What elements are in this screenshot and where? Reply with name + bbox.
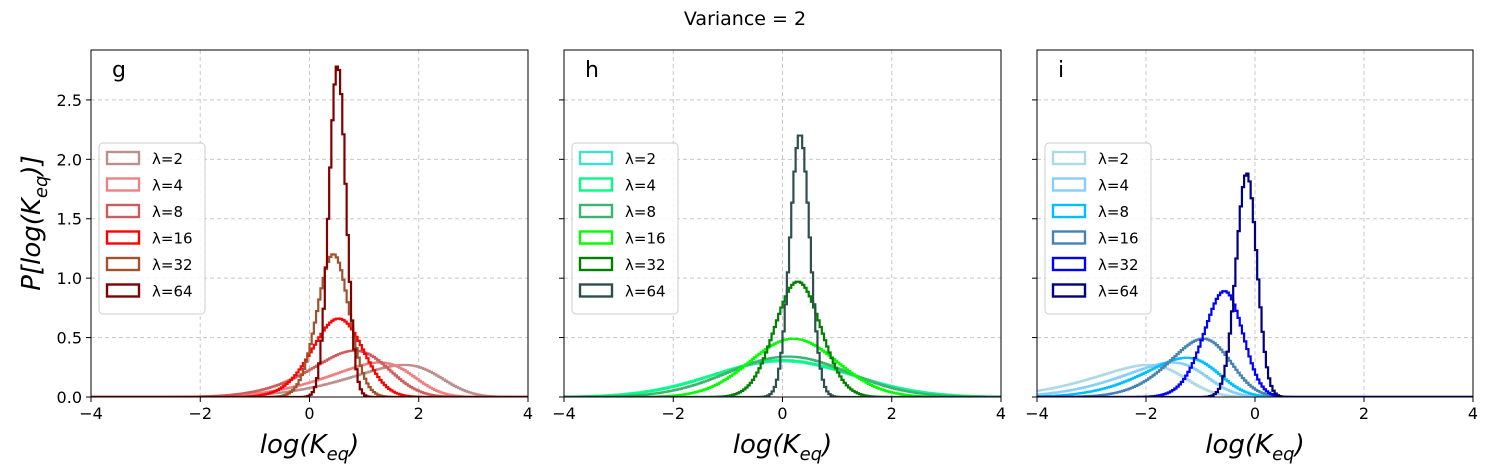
- legend-label: λ=32: [1098, 256, 1139, 274]
- y-tick-label: 2.0: [57, 150, 82, 169]
- legend-swatch: [105, 256, 141, 272]
- legend-label: λ=4: [625, 177, 656, 195]
- y-axis-label: P[log(Keq)]: [17, 155, 52, 290]
- x-axis-label-main: log(K: [1205, 430, 1274, 460]
- x-axis-label: log(Keq): [733, 430, 832, 465]
- legend-swatch: [578, 230, 614, 245]
- legend: λ=2 λ=4 λ=8 λ=16 λ=32 λ=64: [98, 142, 206, 315]
- y-tick-label: 1.0: [57, 269, 82, 288]
- y-tick-label: 1.5: [57, 210, 82, 229]
- legend-swatch: [1051, 256, 1087, 272]
- x-axis-label: log(Keq): [260, 430, 359, 465]
- series-line-g-lambda-32: [91, 253, 528, 397]
- panel-g: −4 −2 0 2 4 0.0 0.5 1.0 1.5 2.0 2.5 log(Keq) g λ=2 λ=4…: [57, 49, 533, 465]
- x-axis-label-main: log(K: [733, 430, 802, 460]
- legend-label: λ=4: [152, 177, 183, 195]
- x-tick-label: 0: [777, 404, 787, 423]
- x-axis-label-sub: eq: [1272, 444, 1295, 465]
- x-tick-label: 2: [1359, 404, 1369, 423]
- series-line-h-lambda-64: [564, 134, 1001, 397]
- legend-label: λ=2: [625, 150, 656, 168]
- legend-swatch: [105, 230, 141, 245]
- legend-box: [98, 142, 206, 315]
- series-line-i-lambda-2: [1037, 363, 1473, 397]
- legend-swatch: [1051, 177, 1087, 192]
- y-axis-label-end: )]: [17, 155, 47, 177]
- series-line-i-lambda-4: [1037, 361, 1473, 397]
- legend-label: λ=64: [152, 283, 193, 301]
- series-line-i-lambda-64: [1037, 172, 1473, 397]
- series-line-g-lambda-64: [91, 65, 528, 397]
- legend-swatch: [578, 283, 614, 298]
- x-tick-label: 4: [996, 404, 1006, 423]
- legend-label: λ=16: [625, 230, 666, 248]
- legend: λ=2 λ=4 λ=8 λ=16 λ=32 λ=64: [571, 142, 679, 315]
- legend-label: λ=8: [625, 203, 656, 221]
- y-axis-label-sub: eq: [31, 176, 52, 199]
- legend-swatch: [578, 177, 614, 192]
- legend-swatch: [578, 150, 614, 166]
- legend-swatch: [578, 256, 614, 272]
- x-tick-label: −2: [1134, 404, 1158, 423]
- x-tick-label: 4: [523, 404, 533, 423]
- legend-label: λ=16: [1098, 230, 1139, 248]
- legend-box: [571, 142, 679, 315]
- legend-label: λ=4: [1098, 177, 1129, 195]
- y-tick-label: 0.5: [57, 329, 82, 348]
- x-tick-label: 0: [304, 404, 314, 423]
- x-tick-label: −4: [552, 404, 576, 423]
- panel-letter: h: [585, 58, 599, 83]
- legend: λ=2 λ=4 λ=8 λ=16 λ=32 λ=64: [1044, 142, 1152, 315]
- panel-i: −4 −2 0 2 4 log(Keq) i λ=2 λ=4 λ=8 λ=16 λ=32 λ=64: [1025, 49, 1478, 465]
- x-tick-label: −2: [661, 404, 685, 423]
- y-tick-label: 0.0: [57, 388, 82, 407]
- x-tick-label: 4: [1468, 404, 1478, 423]
- panel-h: −4 −2 0 2 4 log(Keq) h λ=2 λ=4 λ=8 λ=16 λ=32 λ=64: [552, 49, 1006, 465]
- svg-text:P[log(Keq)]: P[log(Keq)]: [17, 155, 52, 290]
- legend-label: λ=2: [152, 150, 183, 168]
- legend-swatch: [1051, 230, 1087, 245]
- figure-suptitle: Variance = 2: [684, 8, 806, 30]
- x-axis-label-sub: eq: [800, 444, 823, 465]
- x-axis-label-main: log(K: [260, 430, 329, 460]
- series-line-i-lambda-16: [1037, 337, 1473, 397]
- legend-swatch: [105, 283, 141, 298]
- legend-label: λ=32: [152, 256, 193, 274]
- legend-swatch: [105, 203, 141, 219]
- x-tick-label: −4: [1025, 404, 1049, 423]
- legend-label: λ=32: [625, 256, 666, 274]
- x-tick-label: 0: [1250, 404, 1260, 423]
- x-tick-label: −4: [79, 404, 103, 423]
- legend-swatch: [1051, 150, 1087, 166]
- x-axis-label: log(Keq): [1205, 430, 1304, 465]
- x-tick-label: 2: [414, 404, 424, 423]
- x-axis-label-end: ): [347, 430, 359, 460]
- panel-letter: i: [1058, 58, 1064, 83]
- legend-swatch: [105, 177, 141, 192]
- legend-swatch: [1051, 283, 1087, 298]
- y-tick-label: 2.5: [57, 91, 82, 110]
- legend-label: λ=2: [1098, 150, 1129, 168]
- y-axis-label-main: P[log(K: [17, 196, 47, 291]
- series-line-i-lambda-8: [1037, 356, 1473, 397]
- legend-swatch: [1051, 203, 1087, 219]
- legend-swatch: [105, 150, 141, 166]
- legend-label: λ=8: [152, 203, 183, 221]
- legend-label: λ=64: [1098, 283, 1139, 301]
- legend-label: λ=8: [1098, 203, 1129, 221]
- x-axis-label-end: ): [1293, 430, 1305, 460]
- legend-swatch: [578, 203, 614, 219]
- x-axis-label-end: ): [820, 430, 832, 460]
- legend-label: λ=64: [625, 283, 666, 301]
- legend-box: [1044, 142, 1152, 315]
- x-axis-label-sub: eq: [327, 444, 350, 465]
- panel-letter: g: [112, 58, 126, 83]
- legend-label: λ=16: [152, 230, 193, 248]
- x-tick-label: 2: [887, 404, 897, 423]
- series-line-h-lambda-8: [564, 355, 1001, 397]
- x-tick-label: −2: [188, 404, 212, 423]
